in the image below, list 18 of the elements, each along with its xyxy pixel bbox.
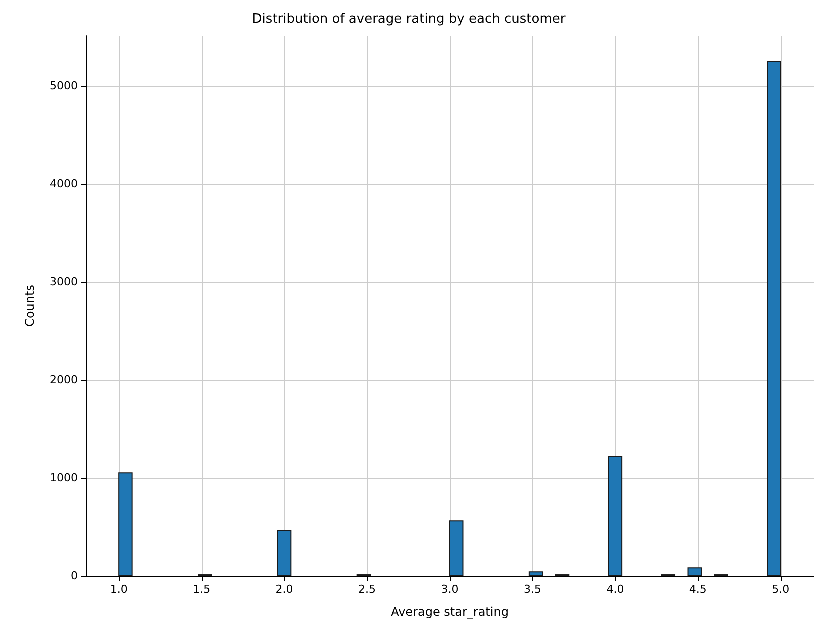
x-axis-title: Average star_rating [391,605,509,619]
x-tick-label: 4.5 [689,583,707,596]
y-tick-label: 2000 [50,374,78,387]
x-tick-label: 2.5 [358,583,376,596]
x-tick-label: 5.0 [772,583,790,596]
y-tick-label: 1000 [50,472,78,485]
y-tick-label: 3000 [50,276,78,289]
x-tick-label: 2.0 [276,583,294,596]
y-tick-label: 4000 [50,178,78,191]
y-tick-label: 5000 [50,80,78,93]
x-tick-label: 1.0 [110,583,128,596]
chart-title: Distribution of average rating by each customer [252,12,566,27]
x-tick-label: 3.0 [441,583,459,596]
y-axis-title: Counts [23,285,37,327]
y-tick-label: 0 [71,570,78,582]
x-tick-label: 1.5 [193,583,211,596]
x-tick-label: 3.5 [524,583,542,596]
x-tick-label: 4.0 [606,583,624,596]
